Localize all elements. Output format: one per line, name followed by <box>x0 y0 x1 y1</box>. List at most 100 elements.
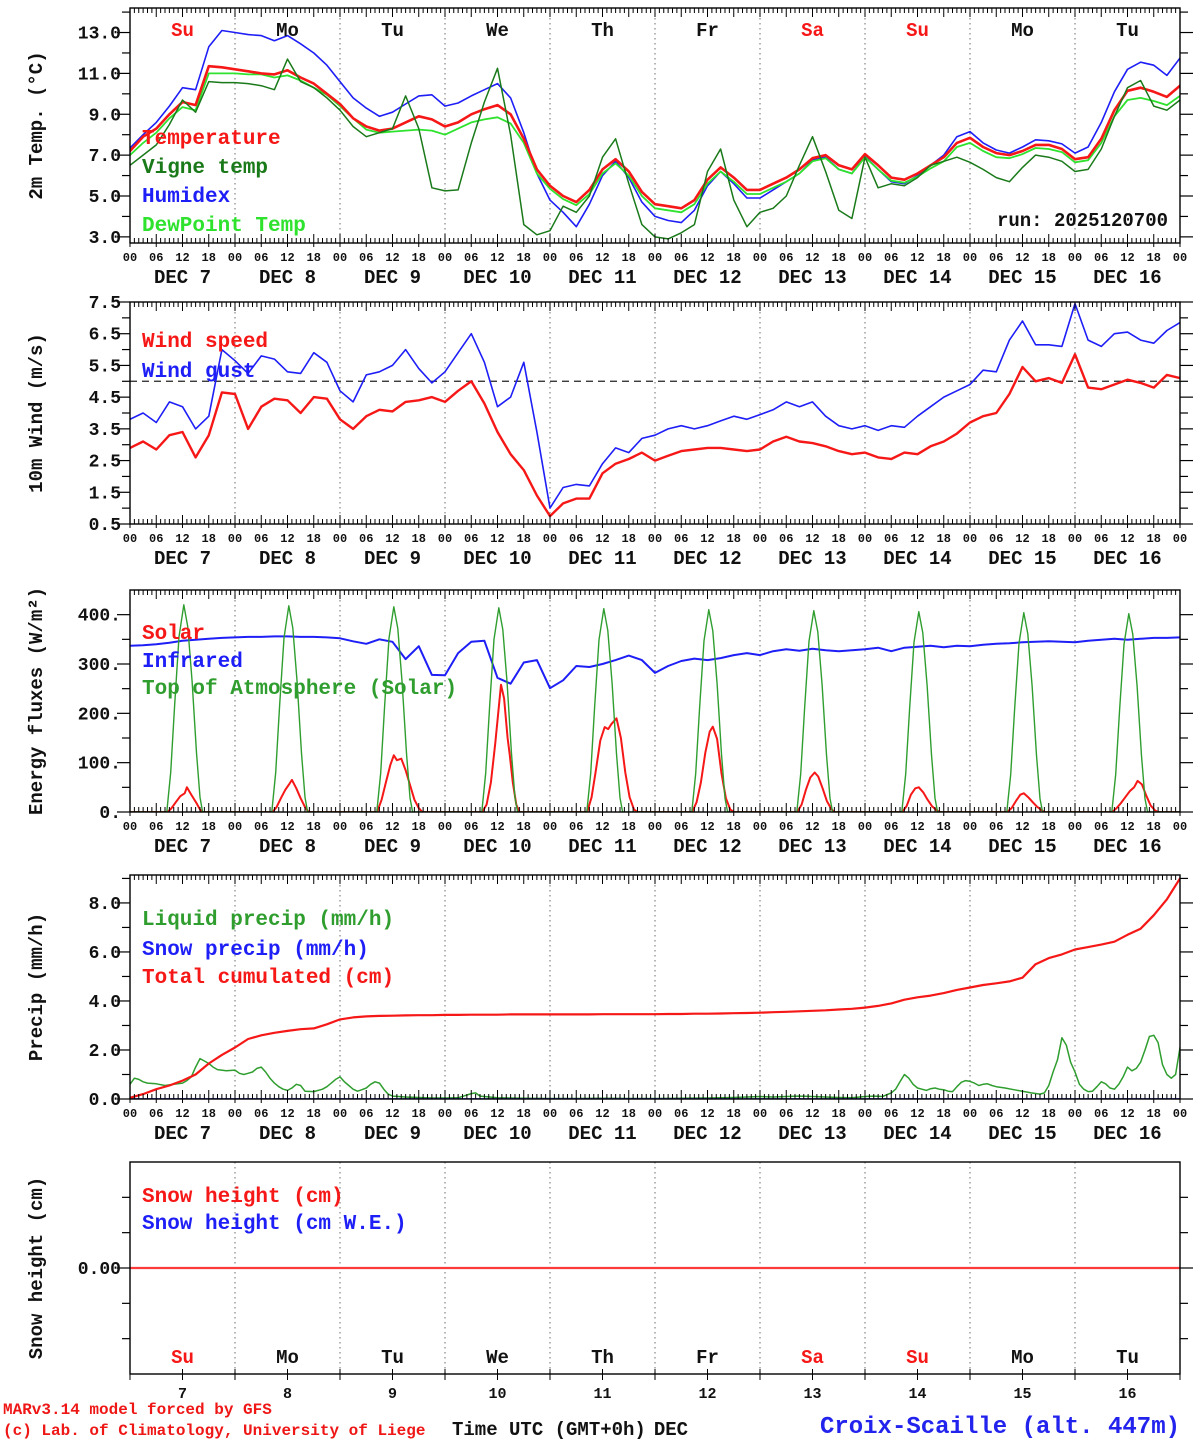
hour-label: 12 <box>175 1107 189 1121</box>
date-label: DEC 15 <box>988 1123 1056 1145</box>
hour-label: 18 <box>622 532 636 546</box>
y-ticks <box>117 614 1193 813</box>
hour-label: 12 <box>490 251 504 265</box>
hour-label: 00 <box>543 532 557 546</box>
date-label: DEC 15 <box>988 836 1056 858</box>
y-tick-label: 400. <box>78 607 121 627</box>
legend-temperature-2m-1: Vigne temp <box>142 157 268 180</box>
y-axis-title: 10m Wind (m/s) <box>26 333 48 493</box>
hour-label: 18 <box>412 820 426 834</box>
hour-label: 18 <box>1042 532 1056 546</box>
legend-precipitation-1: Snow precip (mm/h) <box>142 939 369 962</box>
day-name-bottom: Mo <box>276 1347 299 1369</box>
hour-label: 18 <box>517 1107 531 1121</box>
date-label: DEC 11 <box>568 836 636 858</box>
hour-label: 00 <box>438 532 452 546</box>
hour-label: 12 <box>385 820 399 834</box>
hour-label: 06 <box>989 820 1003 834</box>
date-label: DEC 9 <box>364 548 421 570</box>
day-name-top: Su <box>906 20 929 42</box>
hour-label: 18 <box>937 251 951 265</box>
hour-label: 18 <box>832 1107 846 1121</box>
hour-label: 18 <box>622 820 636 834</box>
date-label: DEC 8 <box>259 548 316 570</box>
panel-precipitation: 8.0 6.0 4.0 2.0 0.0 Precip (mm/h) Liquid preci… <box>26 874 1193 1145</box>
y-tick-label: 8.0 <box>89 895 121 915</box>
hour-label: 00 <box>228 820 242 834</box>
hour-label: 12 <box>280 1107 294 1121</box>
hour-label: 00 <box>228 1107 242 1121</box>
y-tick-label: 7.5 <box>89 294 121 314</box>
hour-label: 00 <box>228 251 242 265</box>
date-label: DEC 10 <box>463 1123 531 1145</box>
y-tick-label: 100. <box>78 755 121 775</box>
y-ticks <box>117 1196 1193 1340</box>
y-tick-label: 13.0 <box>78 25 121 45</box>
hour-label: 00 <box>1068 820 1082 834</box>
panel-energy-fluxes: 400. 300. 200. 100. 0. Energy fluxes (W/m²) So… <box>26 587 1193 858</box>
hour-label: 18 <box>727 532 741 546</box>
day-number: 16 <box>1118 1386 1136 1403</box>
hour-label: 06 <box>464 532 478 546</box>
hour-label: 18 <box>1147 251 1161 265</box>
day-number: 14 <box>908 1386 926 1403</box>
hour-label: 00 <box>1173 1107 1187 1121</box>
hour-label: 06 <box>464 251 478 265</box>
date-label: DEC 16 <box>1093 267 1161 289</box>
hour-label: 06 <box>359 532 373 546</box>
hour-label: 12 <box>910 251 924 265</box>
hour-label: 18 <box>1147 820 1161 834</box>
hour-label: 00 <box>438 251 452 265</box>
hour-label: 12 <box>595 251 609 265</box>
hour-label: 06 <box>674 532 688 546</box>
date-label: DEC 9 <box>364 836 421 858</box>
hour-label: 00 <box>1068 532 1082 546</box>
day-name-top: Mo <box>1011 20 1034 42</box>
legend-energy-fluxes-2: Top of Atmosphere (Solar) <box>142 678 457 701</box>
day-name-top: Mo <box>276 20 299 42</box>
day-number: 12 <box>698 1386 716 1403</box>
hour-label: 12 <box>700 1107 714 1121</box>
hour-label: 00 <box>333 532 347 546</box>
day-name-top: Tu <box>1116 20 1139 42</box>
y-tick-label: 2.0 <box>89 1042 121 1062</box>
y-tick-label: 9.0 <box>89 106 121 126</box>
hour-label: 00 <box>858 820 872 834</box>
legend-energy-fluxes-1: Infrared <box>142 651 243 674</box>
hour-label: 06 <box>569 820 583 834</box>
hour-label: 18 <box>622 251 636 265</box>
liquid-precip-line <box>130 1034 1180 1099</box>
legend-wind-10m-1: Wind gust <box>142 361 255 384</box>
date-label: DEC 8 <box>259 1123 316 1145</box>
date-label: DEC 8 <box>259 267 316 289</box>
hour-label: 06 <box>884 532 898 546</box>
hour-label: 18 <box>202 532 216 546</box>
date-label: DEC 14 <box>883 548 951 570</box>
y-tick-label: 11.0 <box>78 65 121 85</box>
panel-snow-height: 0.00 Snow height (cm) Snow height (cm) Snow… <box>26 1161 1193 1403</box>
legend-snow-height-0: Snow height (cm) <box>142 1186 344 1209</box>
hour-label: 12 <box>700 820 714 834</box>
hour-label: 06 <box>884 251 898 265</box>
date-label: DEC 7 <box>154 267 211 289</box>
date-label: DEC 10 <box>463 836 531 858</box>
y-tick-label: 7.0 <box>89 147 121 167</box>
hour-label: 00 <box>1173 532 1187 546</box>
day-number: 10 <box>488 1386 506 1403</box>
station-label: Croix-Scaille (alt. 447m) <box>819 1414 1180 1440</box>
date-label: DEC 13 <box>778 267 846 289</box>
date-label: DEC 11 <box>568 267 636 289</box>
y-tick-label: 3.5 <box>89 421 121 441</box>
day-name-bottom: Fr <box>696 1347 719 1369</box>
hour-label: 12 <box>595 820 609 834</box>
day-name-bottom: We <box>486 1347 509 1369</box>
x-axis-title-suffix: DEC <box>653 1419 689 1440</box>
wind-gust-line <box>130 302 1180 509</box>
hour-label: 06 <box>359 1107 373 1121</box>
hour-label: 12 <box>385 532 399 546</box>
hour-label: 00 <box>333 251 347 265</box>
hour-label: 06 <box>254 1107 268 1121</box>
hour-label: 06 <box>464 820 478 834</box>
hour-label: 18 <box>307 1107 321 1121</box>
